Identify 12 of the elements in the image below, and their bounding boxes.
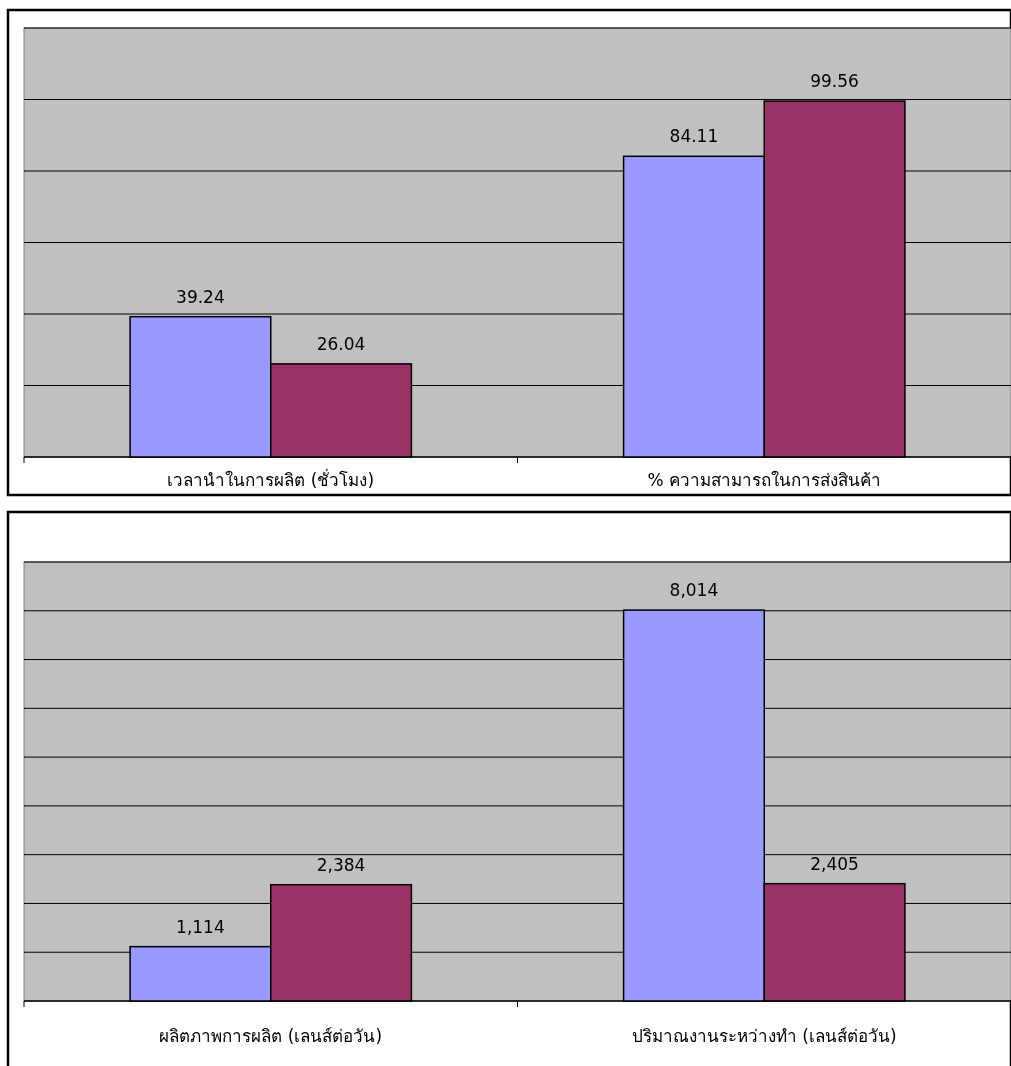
data-label: 84.11 (669, 126, 719, 147)
data-label: 39.24 (176, 286, 225, 307)
x-tick-label: % ความสามารถในการส่งสินค้า (647, 470, 882, 490)
data-label: 2,384 (316, 854, 366, 875)
x-tick-label: เวลานำในการผลิต (ชั่วโมง) (167, 468, 375, 490)
x-tick-label: ผลิตภาพการผลิต (เลนส์ต่อวัน) (159, 1026, 383, 1046)
data-label: 2,405 (810, 853, 859, 874)
data-label: 26.04 (316, 333, 366, 354)
data-label: 8,014 (669, 580, 719, 601)
data-label: 1,114 (176, 916, 225, 937)
x-tick-label: ปริมาณงานระหว่างทำ (เลนส์ต่อวัน) (631, 1026, 897, 1046)
data-label: 99.56 (810, 71, 859, 92)
